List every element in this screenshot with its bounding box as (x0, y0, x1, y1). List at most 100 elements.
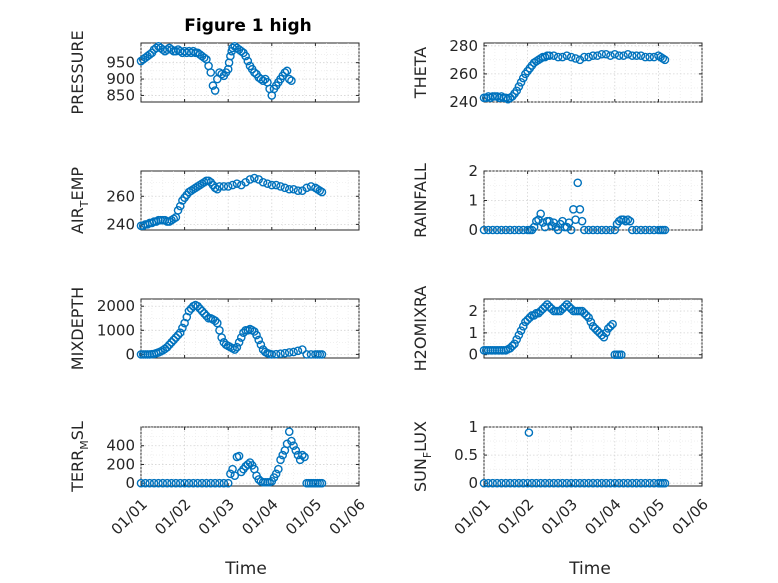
data-point-sun_flux (636, 478, 646, 488)
data-point-sun_flux (536, 478, 545, 488)
data-point-terr_msl (234, 451, 244, 461)
data-point-terr_msl (171, 478, 181, 488)
data-point-terr_msl (210, 478, 220, 488)
y-axis-label-air_temp: AIRTEMP (68, 167, 91, 234)
y-tick-label: 1000 (97, 321, 135, 339)
data-point-rainfall (593, 225, 602, 235)
data-point-sun_flux (571, 478, 580, 488)
data-point-terr_msl (154, 478, 163, 488)
data-point-theta (512, 86, 522, 96)
data-point-pressure (241, 51, 250, 61)
data-point-sun_flux (479, 478, 489, 488)
data-point-rainfall (623, 215, 633, 224)
data-point-rainfall (484, 225, 493, 235)
data-point-theta (619, 51, 628, 60)
data-point-air_temp (258, 177, 268, 187)
data-point-rainfall (632, 225, 641, 235)
data-point-pressure (206, 68, 216, 77)
y-axis-label-sun_flux: SUNFLUX (411, 421, 434, 492)
data-point-air_temp (228, 180, 237, 190)
data-point-rainfall (660, 225, 670, 235)
data-point-mixdepth (239, 328, 248, 338)
data-point-h2omixra (542, 300, 552, 309)
data-point-mixdepth (195, 304, 205, 313)
data-point-sun_flux (514, 478, 524, 488)
data-point-pressure (256, 74, 266, 84)
x-tick-label: 01/02 (151, 495, 194, 538)
axes-sun_flux: 0 0.5 1 01/01 01/02 01/03 01/04 01/05 01/06 SUNFL… (411, 418, 712, 538)
data-point-terr_msl (180, 478, 189, 488)
data-point-rainfall (606, 225, 615, 235)
data-point-mixdepth (171, 333, 181, 342)
data-point-mixdepth (202, 311, 211, 321)
data-point-sun_flux (562, 478, 572, 488)
data-point-terr_msl (223, 478, 233, 488)
x-tick-label: 01/01 (451, 495, 494, 538)
data-point-h2omixra (590, 324, 600, 333)
data-point-sun_flux (488, 478, 498, 488)
data-point-rainfall (497, 225, 506, 235)
data-point-rainfall (566, 225, 576, 235)
data-point-h2omixra (536, 306, 545, 316)
data-point-sun_flux (606, 478, 615, 488)
data-point-sun_flux (623, 478, 633, 488)
data-point-theta (623, 49, 633, 59)
data-point-rainfall (575, 205, 585, 214)
data-point-pressure (217, 69, 226, 79)
data-point-air_temp (219, 182, 229, 191)
data-point-mixdepth (289, 347, 298, 357)
data-point-h2omixra (529, 311, 539, 320)
data-point-pressure (250, 68, 259, 77)
data-point-mixdepth (165, 340, 174, 350)
data-point-mixdepth (175, 328, 185, 338)
data-point-mixdepth (169, 335, 178, 345)
data-point-rainfall (545, 216, 554, 226)
data-point-h2omixra (586, 317, 596, 327)
data-point-h2omixra (514, 330, 524, 340)
data-point-terr_msl (274, 464, 283, 474)
data-point-h2omixra (608, 319, 617, 329)
data-point-sun_flux (601, 478, 611, 488)
data-point-mixdepth (234, 338, 244, 347)
data-point-terr_msl (300, 452, 309, 462)
y-axis-label-theta: THETA (411, 47, 430, 99)
x-tick-label: 01/05 (282, 495, 325, 538)
data-point-terr_msl (226, 469, 235, 479)
data-point-terr_msl (145, 478, 155, 488)
axes-mixdepth: 0 1000 2000 MIXDEPTH (68, 287, 360, 370)
y-tick-label: 900 (106, 70, 135, 88)
data-point-pressure (243, 56, 253, 66)
data-point-air_temp (271, 180, 281, 190)
y-tick-label: 240 (106, 215, 135, 233)
data-point-mixdepth (184, 306, 194, 316)
x-tick-label: 01/06 (669, 495, 712, 538)
data-point-terr_msl (136, 478, 146, 488)
data-point-air_temp (267, 180, 277, 190)
data-point-sun_flux (518, 478, 528, 488)
data-point-theta (579, 52, 589, 62)
x-tick-label: 01/01 (108, 495, 151, 538)
data-point-pressure (284, 74, 294, 84)
x-axis-label-left: Time (224, 559, 267, 579)
data-point-mixdepth (302, 350, 311, 359)
data-point-air_temp (289, 184, 298, 194)
data-point-theta (545, 51, 554, 60)
data-point-h2omixra (556, 306, 565, 316)
axes-theta: 240 260 280 THETA (411, 37, 703, 111)
data-point-pressure (226, 51, 235, 61)
y-axis-label-pressure: PRESSURE (68, 30, 87, 114)
data-point-rainfall (505, 225, 515, 235)
data-point-sun_flux (575, 478, 585, 488)
data-point-pressure (210, 86, 220, 95)
data-point-rainfall (501, 225, 511, 235)
data-point-theta (553, 52, 563, 62)
data-point-sun_flux (579, 478, 589, 488)
data-point-terr_msl (276, 455, 285, 465)
data-point-mixdepth (256, 340, 266, 350)
data-point-pressure (236, 46, 246, 56)
figure-title: Figure 1 high (184, 16, 312, 36)
data-point-terr_msl (317, 478, 327, 488)
data-point-terr_msl (162, 478, 172, 488)
y-tick-label: 0 (468, 221, 478, 239)
